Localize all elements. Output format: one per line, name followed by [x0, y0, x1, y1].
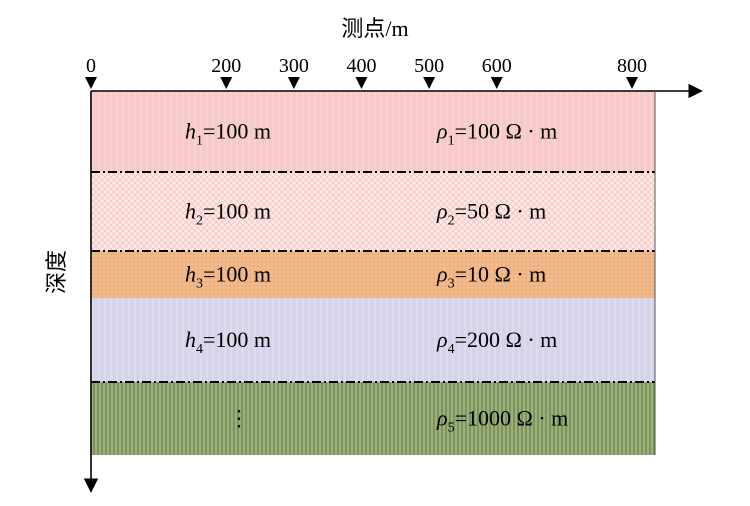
layer-texture	[91, 91, 655, 172]
layer-resistivity-label: ρ5=1000 Ω · m	[436, 406, 568, 436]
layer-texture	[91, 251, 655, 298]
layer-texture	[91, 172, 655, 251]
x-tick-label: 300	[279, 55, 309, 77]
layer-texture	[91, 382, 655, 455]
layer-thickness-label: h4=100 m	[185, 327, 271, 357]
layer-5: ⋮ ρ5=1000 Ω · m	[91, 382, 655, 455]
x-tick-marker	[85, 77, 97, 89]
x-tick-label: 0	[86, 55, 96, 77]
layer-thickness-label: h3=100 m	[185, 262, 271, 292]
layers-group: h1=100 m ρ1=100 Ω · mh2=100 m ρ2=50 Ω · mh…	[91, 91, 655, 455]
x-tick-marker	[626, 77, 638, 89]
y-axis-title: 深度	[44, 250, 69, 294]
layer-thickness-label: ⋮	[228, 406, 250, 431]
x-tick-marker	[355, 77, 368, 89]
x-tick-label: 800	[617, 55, 647, 77]
layer-resistivity-label: ρ4=200 Ω · m	[436, 327, 557, 357]
layer-interfaces	[91, 171, 655, 383]
x-tick-label: 600	[482, 55, 512, 77]
layer-texture	[91, 298, 655, 382]
x-tick-marker	[423, 77, 436, 89]
x-tick-label: 400	[347, 55, 377, 77]
layer-resistivity-label: ρ1=100 Ω · m	[436, 119, 557, 149]
layer-4: h4=100 m ρ4=200 Ω · m	[91, 298, 655, 382]
layer-1: h1=100 m ρ1=100 Ω · m	[91, 91, 655, 172]
x-tick-marker	[220, 77, 233, 89]
layer-thickness-label: h1=100 m	[185, 119, 271, 149]
x-ticks: 0 200 300 400 500 600 800	[85, 55, 647, 89]
layer-resistivity-label: ρ3=10 Ω · m	[436, 262, 546, 292]
layer-thickness-label: h2=100 m	[185, 199, 271, 229]
layer-2: h2=100 m ρ2=50 Ω · m	[91, 172, 655, 251]
layer-3: h3=100 m ρ3=10 Ω · m	[91, 251, 655, 298]
x-tick-marker	[287, 77, 300, 89]
x-axis-title: 测点/m	[341, 16, 408, 41]
x-tick-marker	[490, 77, 503, 89]
x-tick-label: 500	[414, 55, 444, 77]
layer-resistivity-label: ρ2=50 Ω · m	[436, 199, 546, 229]
x-tick-label: 200	[211, 55, 241, 77]
